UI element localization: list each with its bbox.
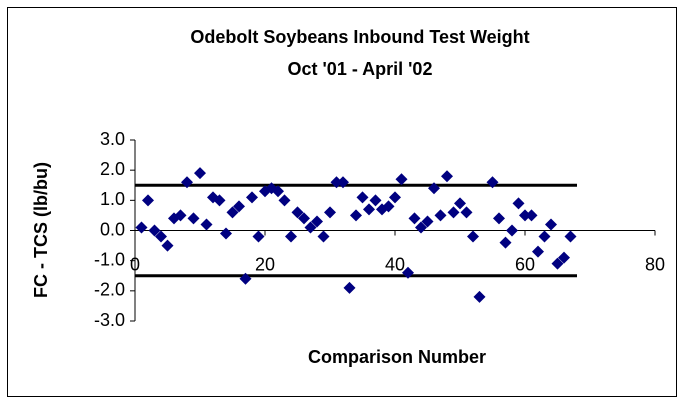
x-tick-label: 40 [385, 254, 405, 274]
data-point [369, 194, 382, 207]
data-point [272, 185, 284, 198]
data-point [545, 218, 557, 231]
data-point [220, 227, 232, 240]
data-point [155, 230, 167, 243]
y-axis-label: FC - TCS (lb/bu) [31, 162, 51, 298]
chart-title: Odebolt Soybeans Inbound Test Weight [190, 27, 529, 47]
data-point [506, 224, 518, 237]
x-axis-label: Comparison Number [308, 347, 486, 367]
data-point [246, 191, 258, 204]
data-point [473, 290, 486, 303]
data-point [421, 215, 434, 228]
data-point [304, 221, 317, 234]
data-point [298, 212, 310, 225]
x-tick-label: 60 [515, 254, 535, 274]
y-tick-label: -2.0 [94, 280, 125, 300]
data-point [382, 200, 395, 213]
data-point [402, 266, 414, 279]
data-point [337, 176, 349, 189]
data-point [512, 197, 525, 210]
data-point [200, 218, 213, 231]
data-point [226, 206, 239, 219]
data-point [343, 281, 356, 294]
data-point [311, 215, 323, 228]
data-point [330, 176, 343, 189]
data-point [233, 200, 245, 213]
data-point [551, 257, 564, 270]
data-point [148, 224, 161, 237]
y-tick-label: -3.0 [94, 310, 125, 330]
data-point [194, 167, 206, 180]
data-point [493, 212, 505, 225]
data-point [239, 272, 252, 285]
data-point [317, 230, 330, 243]
data-point [486, 176, 499, 189]
data-point [174, 209, 187, 222]
data-point [538, 230, 551, 243]
data-point [564, 230, 577, 243]
data-point [460, 206, 473, 219]
y-tick-label: -1.0 [94, 249, 125, 269]
x-tick-label: 80 [645, 254, 665, 274]
data-point [434, 209, 447, 222]
chart-subtitle: Oct '01 - April '02 [288, 59, 433, 79]
data-point [558, 251, 570, 264]
data-point [142, 194, 154, 207]
data-point [467, 230, 479, 243]
data-point [519, 209, 531, 222]
y-tick-label: 2.0 [100, 159, 125, 179]
data-point [389, 191, 401, 204]
data-point [447, 206, 460, 219]
data-point [291, 206, 304, 219]
data-point [408, 212, 421, 225]
data-point [135, 221, 148, 234]
data-point [525, 209, 538, 222]
data-point [213, 194, 226, 207]
data-point [428, 182, 440, 195]
data-point [285, 230, 297, 243]
data-point [499, 236, 512, 249]
y-tick-label: 0.0 [100, 219, 125, 239]
data-point [278, 194, 291, 207]
data-point [252, 230, 265, 243]
data-point [441, 170, 453, 183]
data-point [350, 209, 362, 222]
data-point [356, 191, 369, 204]
data-point [324, 206, 336, 219]
data-point [187, 212, 200, 225]
x-tick-label: 0 [130, 254, 140, 274]
data-point [532, 245, 544, 258]
y-tick-label: 1.0 [100, 189, 125, 209]
data-point [454, 197, 466, 210]
chart-border [7, 7, 677, 397]
x-tick-label: 20 [255, 254, 275, 274]
data-point [363, 203, 375, 216]
data-point [181, 176, 193, 189]
data-point [415, 221, 427, 234]
data-point [161, 239, 174, 252]
y-tick-label: 3.0 [100, 129, 125, 149]
data-point [395, 173, 408, 186]
